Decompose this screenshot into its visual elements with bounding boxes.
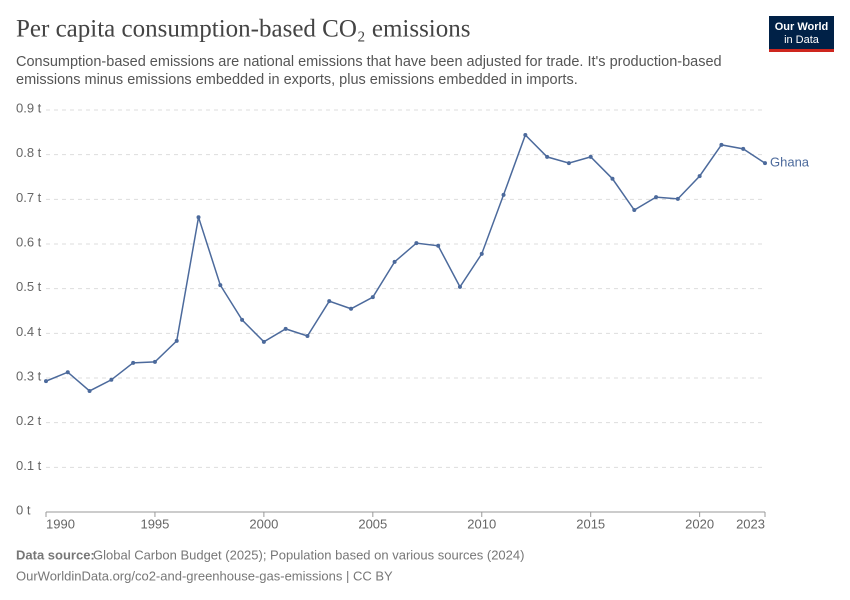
logo: Our World in Data [769, 16, 834, 52]
url-text: OurWorldinData.org/co2-and-greenhouse-ga… [16, 568, 393, 583]
source-text: Global Carbon Budget (2025); Population … [93, 547, 524, 562]
logo-bar [769, 49, 834, 52]
data-point [218, 283, 223, 288]
subtitle: emissions minus emissions embedded in ex… [16, 72, 578, 88]
data-point [392, 259, 397, 264]
x-tick-label: 2000 [249, 516, 278, 531]
chart-title: Per capita consumption-based CO₂ emissio… [16, 16, 470, 43]
data-point [719, 142, 724, 147]
data-point [109, 377, 114, 382]
data-point [654, 195, 659, 200]
y-tick-label: 0.2 t [16, 413, 42, 428]
y-tick-label: 0.7 t [16, 190, 42, 205]
y-tick-label: 0.5 t [16, 279, 42, 294]
logo-text: Our World [775, 21, 829, 33]
data-point [436, 243, 441, 248]
x-tick-label: 2005 [358, 516, 387, 531]
data-point [763, 161, 767, 166]
x-tick-label: 2010 [467, 516, 496, 531]
data-point [174, 338, 179, 343]
data-point [479, 251, 484, 256]
x-tick-label: 2015 [576, 516, 605, 531]
data-point [131, 360, 136, 365]
data-point [523, 133, 528, 138]
y-tick-label: 0.6 t [16, 234, 42, 249]
source-label: Data source: [16, 547, 95, 562]
logo-text: in Data [784, 34, 820, 46]
series-line [45, 133, 766, 392]
data-point [261, 339, 266, 344]
y-tick-label: 0.8 t [16, 145, 42, 160]
data-point [327, 299, 332, 304]
data-point [675, 196, 680, 201]
data-point [457, 284, 462, 289]
data-point [697, 174, 702, 179]
x-tick-label: 1995 [140, 516, 169, 531]
data-point [87, 388, 92, 393]
x-tick-label: 1990 [46, 516, 75, 531]
data-point [566, 161, 571, 166]
data-point [305, 334, 310, 339]
data-point [414, 241, 419, 246]
series-label: Ghana [770, 155, 810, 170]
data-point [741, 146, 746, 151]
data-point [196, 215, 201, 220]
x-tick-label: 2020 [685, 516, 714, 531]
y-tick-label: 0.9 t [16, 100, 42, 115]
data-point [44, 379, 48, 384]
y-tick-label: 0.3 t [16, 368, 42, 383]
data-point [545, 154, 550, 159]
data-point [632, 208, 637, 213]
subtitle: Consumption-based emissions are national… [16, 54, 722, 70]
data-point [501, 192, 506, 197]
data-point [240, 317, 245, 322]
data-point [283, 326, 288, 331]
data-point [588, 154, 593, 159]
data-point [349, 306, 354, 311]
x-tick-label: 2023 [736, 516, 765, 531]
y-tick-label: 0 t [16, 502, 31, 517]
logo-box [769, 16, 834, 52]
data-point [370, 295, 375, 300]
data-point [65, 370, 70, 375]
y-tick-label: 0.4 t [16, 324, 42, 339]
data-point [610, 176, 615, 181]
data-point [152, 359, 157, 364]
y-tick-label: 0.1 t [16, 458, 42, 473]
